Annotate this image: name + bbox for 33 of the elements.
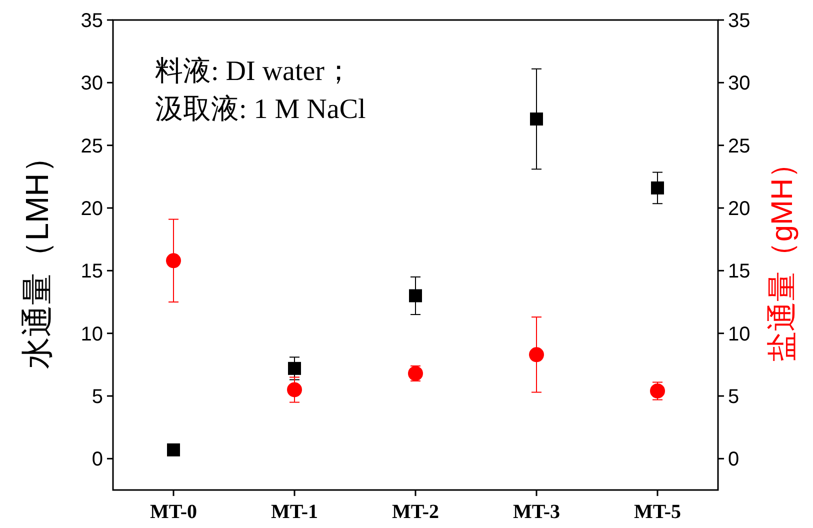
point xyxy=(166,253,181,268)
x-tick-label: MT-0 xyxy=(150,501,198,523)
y-tick-label: 20 xyxy=(80,198,103,220)
y-tick-label: 5 xyxy=(92,386,103,408)
y2-tick-label: 0 xyxy=(728,448,740,471)
point xyxy=(287,382,302,398)
y-tick-label: 25 xyxy=(80,135,103,158)
point xyxy=(529,347,544,362)
y-tick-label: 30 xyxy=(80,72,103,95)
y2-tick-label: 15 xyxy=(728,260,750,283)
y2-tick-label: 10 xyxy=(728,323,750,346)
x-tick-label: MT-1 xyxy=(270,501,318,523)
point xyxy=(530,112,543,126)
annotation: 汲取液: 1 M NaCl xyxy=(155,94,366,125)
y-tick-label: 35 xyxy=(80,10,103,32)
y-tick-label: 15 xyxy=(80,260,103,283)
y2-axis-title: 盐通量（gMH） xyxy=(766,148,799,362)
y-axis-title: 水通量（LMH） xyxy=(19,141,55,369)
x-tick-label: MT-2 xyxy=(392,501,440,523)
point xyxy=(651,181,664,194)
y2-tick-label: 20 xyxy=(728,198,750,220)
x-tick-label: MT-3 xyxy=(512,501,560,523)
point xyxy=(409,289,422,302)
x-tick-label: MT-5 xyxy=(634,501,682,523)
point xyxy=(288,362,301,375)
y2-tick-label: 35 xyxy=(728,10,750,32)
y-tick-label: 10 xyxy=(80,323,103,346)
y2-tick-label: 5 xyxy=(728,386,740,408)
y2-tick-label: 25 xyxy=(728,135,750,158)
annotation: 料液: DI water； xyxy=(155,56,353,87)
y2-tick-label: 30 xyxy=(728,72,750,95)
point xyxy=(167,443,180,456)
y-tick-label: 0 xyxy=(92,448,103,471)
